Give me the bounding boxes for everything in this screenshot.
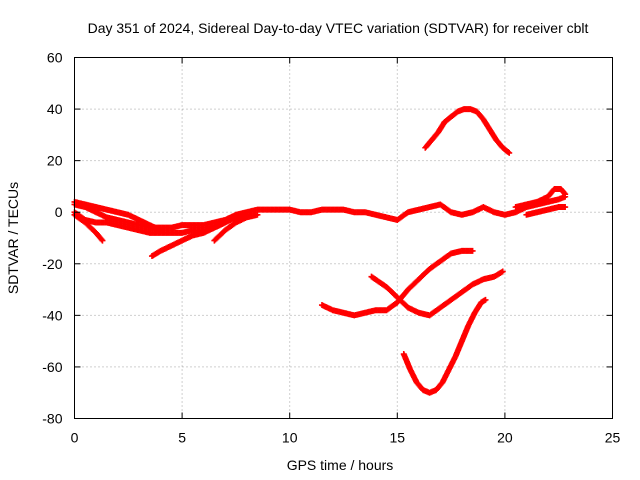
x-tick-label: 15 xyxy=(390,430,406,446)
series-track-4 xyxy=(71,198,164,234)
data-point xyxy=(254,211,261,218)
x-tick-label: 5 xyxy=(178,430,186,446)
plot-frame xyxy=(74,57,613,419)
y-tick-label: -40 xyxy=(42,307,62,323)
y-tick-label: -80 xyxy=(42,411,62,427)
data-point xyxy=(505,149,512,156)
series-track-11 xyxy=(512,186,569,211)
data-point xyxy=(98,236,105,243)
chart-title: Day 351 of 2024, Sidereal Day-to-day VTE… xyxy=(88,20,589,36)
x-tick-label: 0 xyxy=(71,430,79,446)
x-tick-label: 25 xyxy=(605,430,621,446)
data-point xyxy=(222,219,229,226)
y-tick-label: -20 xyxy=(42,256,62,272)
axis-ticks: 0 5 10 15 20 25 -80 -60 -40 -20 0 20 40 60 xyxy=(42,50,620,446)
series-track-8 xyxy=(368,268,506,319)
data-points xyxy=(71,106,569,396)
series-track-10 xyxy=(422,106,513,156)
data-point xyxy=(506,149,513,156)
data-point xyxy=(469,247,476,254)
series-track-3 xyxy=(71,211,106,244)
y-tick-label: 40 xyxy=(47,101,63,117)
x-tick-label: 20 xyxy=(497,430,513,446)
x-axis-label: GPS time / hours xyxy=(287,457,394,473)
y-tick-label: 0 xyxy=(55,204,63,220)
data-point xyxy=(562,191,569,198)
y-axis-label: SDTVAR / TECUs xyxy=(5,182,21,294)
data-point xyxy=(561,190,568,197)
data-point xyxy=(157,227,164,234)
x-tick-label: 10 xyxy=(282,430,298,446)
data-point xyxy=(99,237,106,244)
y-tick-label: -60 xyxy=(42,359,62,375)
data-point xyxy=(499,268,506,275)
series-track-12 xyxy=(523,204,569,218)
series-track-6 xyxy=(211,211,261,244)
series-track-5 xyxy=(148,219,229,260)
grid xyxy=(74,57,613,419)
data-point xyxy=(562,204,569,211)
y-tick-label: 20 xyxy=(47,153,63,169)
y-tick-label: 60 xyxy=(47,50,63,66)
series-track-9 xyxy=(400,296,489,396)
data-point xyxy=(482,296,489,303)
